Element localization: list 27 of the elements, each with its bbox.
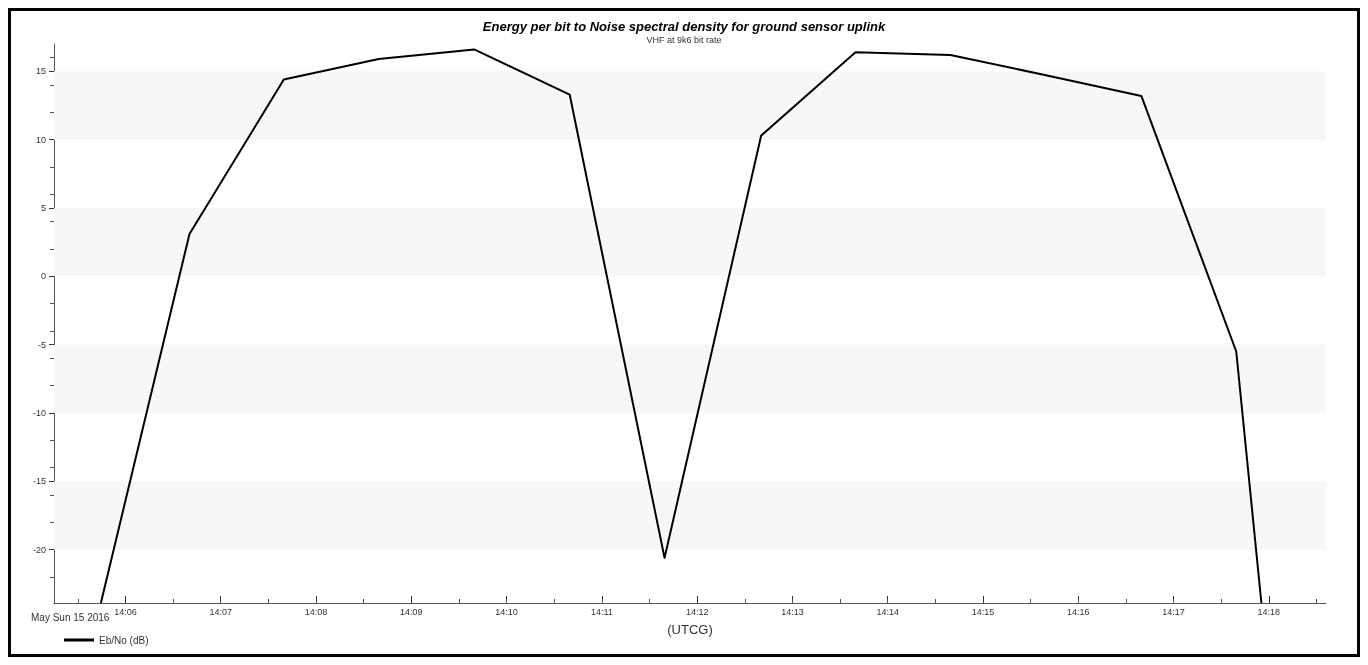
x-tick-label: 14:12 (685, 606, 709, 617)
x-tick-label: 14:14 (876, 606, 899, 617)
y-tick-label: 10 (35, 134, 46, 145)
y-tick-label: -20 (32, 544, 46, 555)
x-tick-label: 14:06 (114, 606, 137, 617)
y-tick-label: 15 (35, 66, 46, 77)
x-tick-label: 14:15 (971, 606, 995, 617)
y-tick-label: -5 (37, 339, 46, 350)
legend-label: Eb/No (dB) (99, 634, 149, 646)
x-tick-label: 14:08 (304, 606, 328, 617)
x-tick-label: 14:13 (781, 606, 804, 617)
x-axis-title: (UTCG) (667, 622, 713, 637)
text: May Sun 15 2016 (31, 611, 110, 623)
x-tick-label: 14:17 (1162, 606, 1185, 617)
y-tick-label: 0 (40, 271, 46, 282)
x-tick-label: 14:16 (1067, 606, 1090, 617)
chart-subtitle: VHF at 9k6 bit rate (646, 34, 722, 45)
y-tick-label: -10 (32, 408, 46, 419)
chart-title: Energy per bit to Noise spectral density for ground sensor uplink (482, 19, 886, 34)
x-tick-label: 14:10 (495, 606, 518, 617)
x-tick-label: 14:11 (590, 606, 613, 617)
x-tick-label: 14:09 (400, 606, 423, 617)
y-tick-label: -15 (32, 476, 46, 487)
x-tick-label: 14:07 (209, 606, 233, 617)
y-tick-label: 5 (40, 203, 46, 214)
x-tick-label: 14:18 (1257, 606, 1281, 617)
line-series (99, 48, 1263, 604)
